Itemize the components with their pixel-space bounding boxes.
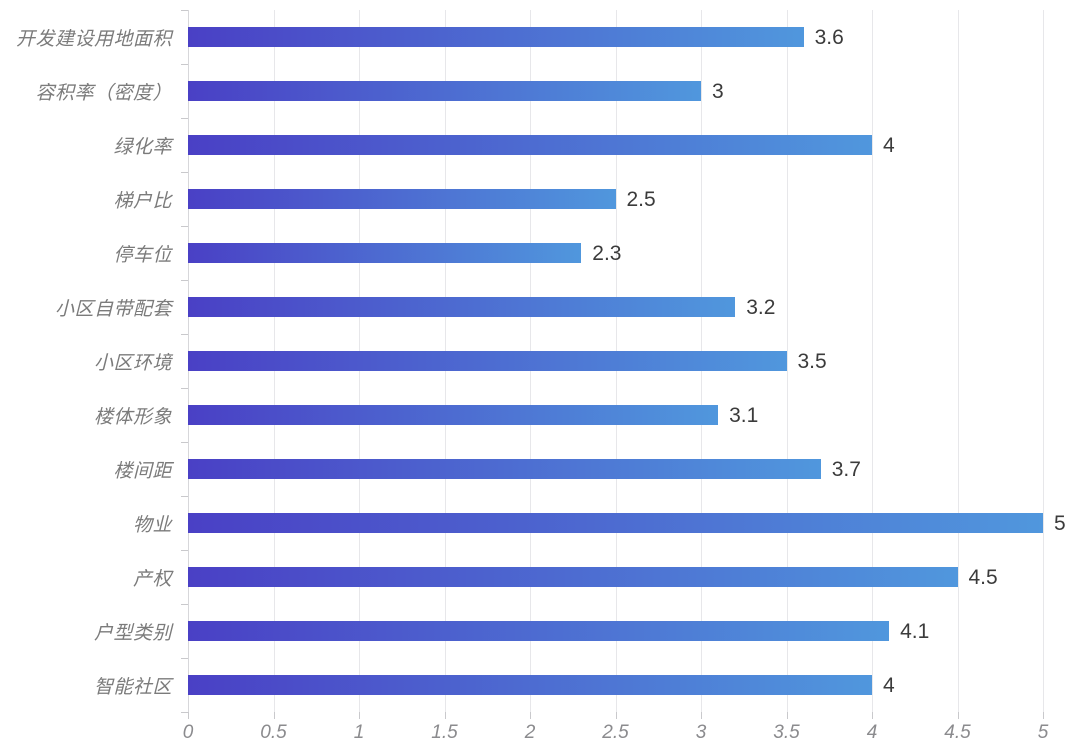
gridline-x-4.5 — [957, 10, 959, 712]
bar-row: 4 — [188, 658, 1043, 712]
x-axis-tick — [701, 712, 702, 719]
bar-row: 3.6 — [188, 10, 1043, 64]
value-label: 3.7 — [831, 457, 861, 481]
bar[interactable] — [188, 567, 958, 587]
category-label: 梯户比 — [113, 190, 172, 212]
value-label: 3.2 — [746, 295, 776, 319]
value-label: 4.1 — [900, 619, 930, 643]
value-label: 3.1 — [729, 403, 759, 427]
category-label: 开发建设用地面积 — [15, 28, 172, 50]
y-axis-tick — [181, 712, 188, 713]
x-axis-tick — [530, 712, 531, 719]
bar-row: 3.2 — [188, 280, 1043, 334]
value-label: 4.5 — [968, 565, 998, 589]
y-axis-tick — [181, 388, 188, 389]
plot-area: 3.6 3 4 2.5 2.3 3.2 3.5 3.1 3.7 5 4.5 4.1 4 — [188, 10, 1066, 712]
bar[interactable] — [188, 81, 701, 101]
x-axis-label: 2.5 — [602, 722, 629, 743]
bar-rows: 3.6 3 4 2.5 2.3 3.2 3.5 3.1 3.7 5 4.5 4.1 4 — [188, 10, 1066, 712]
bar[interactable] — [188, 675, 872, 695]
y-axis-tick — [181, 172, 188, 173]
x-axis-tick — [957, 712, 959, 719]
bar[interactable] — [188, 297, 736, 317]
category-label: 小区自带配套 — [54, 298, 172, 320]
y-axis-tick — [181, 442, 188, 443]
bar-row: 4 — [188, 118, 1043, 172]
x-axis-tick — [188, 712, 189, 719]
x-axis-tick — [872, 712, 873, 719]
x-axis-label: 4.5 — [944, 722, 971, 743]
value-label: 3 — [712, 79, 724, 103]
category-label: 物业 — [132, 514, 172, 536]
bar-row: 5 — [188, 496, 1066, 550]
value-label: 4 — [883, 133, 895, 157]
category-label: 楼间距 — [113, 460, 172, 482]
bar[interactable] — [188, 135, 872, 155]
bar-row: 3 — [188, 64, 1043, 118]
category-label: 户型类别 — [93, 622, 172, 644]
x-axis-tick — [444, 712, 446, 719]
x-axis-label: 5 — [1037, 722, 1049, 743]
value-label: 5 — [1054, 511, 1066, 535]
value-label: 3.6 — [814, 25, 844, 49]
y-axis-tick — [181, 64, 188, 65]
y-axis-tick — [181, 550, 188, 551]
y-axis-tick — [181, 118, 188, 119]
y-axis-tick — [181, 496, 188, 497]
gridline-x-5 — [1043, 10, 1044, 712]
bar-row: 2.5 — [188, 172, 1043, 226]
x-axis-tick — [786, 712, 788, 719]
y-axis-tick — [181, 10, 188, 11]
gridline-x-4 — [872, 10, 873, 712]
x-axis-tick — [1043, 712, 1044, 719]
bar-row: 2.3 — [188, 226, 1043, 280]
value-label: 4 — [883, 673, 895, 697]
x-axis-label: 1 — [353, 722, 365, 743]
bar[interactable] — [188, 351, 787, 371]
x-axis-label: 0.5 — [260, 722, 287, 743]
x-axis-label: 2 — [524, 722, 536, 743]
category-axis: 开发建设用地面积容积率（密度） 绿化率梯户比停车位小区自带配套小区环境楼体形象楼间… — [0, 10, 172, 712]
bar-row: 3.1 — [188, 388, 1043, 442]
bar[interactable] — [188, 243, 582, 263]
category-label: 容积率（密度） — [35, 82, 172, 104]
category-label: 智能社区 — [93, 676, 172, 698]
category-label: 小区环境 — [93, 352, 172, 374]
category-label: 产权 — [132, 568, 172, 590]
x-axis-tick — [359, 712, 360, 719]
bar[interactable] — [188, 189, 616, 209]
bar[interactable] — [188, 459, 821, 479]
bar-row: 3.5 — [188, 334, 1043, 388]
value-label: 2.5 — [626, 187, 656, 211]
bar[interactable] — [188, 513, 1043, 533]
gridline-x-3.5 — [786, 10, 788, 712]
category-label: 停车位 — [113, 244, 172, 266]
y-axis-tick — [181, 334, 188, 335]
x-axis-label: 4 — [866, 722, 878, 743]
category-label: 楼体形象 — [93, 406, 172, 428]
y-axis-tick — [181, 658, 188, 659]
bar[interactable] — [188, 27, 804, 47]
x-axis-tick — [273, 712, 275, 719]
y-axis-tick — [181, 226, 188, 227]
bar-row: 3.7 — [188, 442, 1043, 496]
bar-row: 4.5 — [188, 550, 1043, 604]
bar-row: 4.1 — [188, 604, 1043, 658]
x-axis-label: 0 — [182, 722, 194, 743]
y-axis-tick — [181, 604, 188, 605]
bar[interactable] — [188, 621, 890, 641]
value-label: 2.3 — [592, 241, 622, 265]
category-label: 绿化率 — [113, 136, 172, 158]
bar[interactable] — [188, 405, 719, 425]
x-axis-label: 1.5 — [431, 722, 458, 743]
value-label: 3.5 — [797, 349, 827, 373]
y-axis-tick — [181, 280, 188, 281]
x-axis-tick — [615, 712, 617, 719]
x-axis-label: 3.5 — [773, 722, 800, 743]
x-axis-label: 3 — [695, 722, 707, 743]
